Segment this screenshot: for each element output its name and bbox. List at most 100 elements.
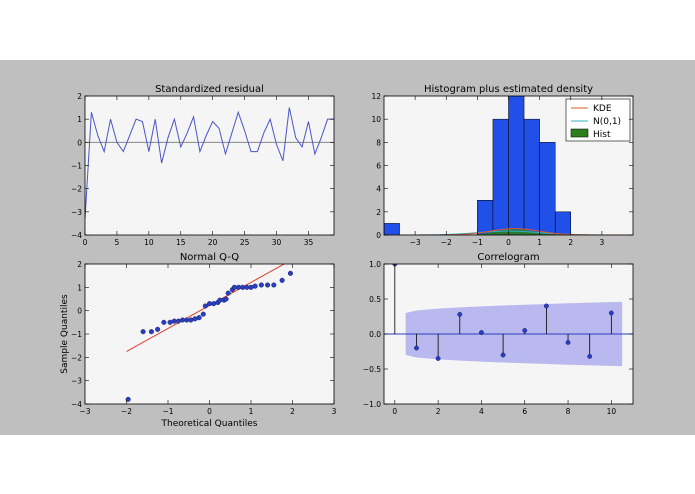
x-tick-label: 20 — [208, 238, 218, 247]
x-tick-label: 30 — [272, 238, 282, 247]
y-tick-label: 12 — [371, 92, 381, 101]
qq-point — [200, 311, 206, 317]
chart-panel-4: Correlogram 0 2 4 6 8 10 1.0 0.5 0.0 −0.5 −1.0 — [363, 252, 634, 416]
qq-point — [192, 316, 198, 322]
y-tick-label: 10 — [371, 115, 381, 124]
x-tick-label: 15 — [176, 238, 186, 247]
qq-point — [211, 301, 217, 307]
qq-point — [155, 326, 161, 332]
acf-marker — [608, 310, 614, 316]
acf-marker — [565, 339, 571, 345]
qq-point — [271, 282, 277, 288]
y-tick-label: −4 — [71, 400, 82, 409]
chart-panel-2: KDE N(0,1) Hist Histogram plus estimated de… — [371, 84, 634, 247]
y-tick-label: −3 — [71, 208, 82, 217]
x-tick-label: 10 — [144, 238, 154, 247]
x-tick-label: 3 — [332, 407, 337, 416]
qq-point — [196, 315, 202, 321]
qq-point — [279, 277, 285, 283]
legend-hist-label: Hist — [593, 130, 611, 140]
qq-point — [252, 283, 258, 289]
x-tick-label: −3 — [410, 238, 421, 247]
histogram-bar — [539, 142, 556, 235]
qq-point — [175, 318, 181, 324]
x-tick-label: 2 — [290, 407, 295, 416]
hist-density-fill — [468, 229, 562, 235]
chart-title: Histogram plus estimated density — [424, 84, 593, 95]
y-tick-label: 2 — [376, 208, 381, 217]
acf-marker — [457, 311, 463, 317]
x-tick-label: 10 — [607, 407, 617, 416]
qq-point — [265, 282, 271, 288]
y-tick-label: 6 — [376, 162, 381, 171]
qq-point — [161, 319, 167, 325]
qq-point — [148, 329, 154, 335]
histogram-bar — [508, 96, 525, 235]
y-tick-label: 8 — [376, 138, 381, 147]
y-tick-label: 2 — [77, 92, 82, 101]
acf-marker — [414, 345, 419, 351]
acf-marker — [543, 303, 549, 309]
qq-point — [258, 282, 264, 288]
qq-point — [167, 319, 173, 325]
x-tick-label: −2 — [441, 238, 452, 247]
chart-title: Standardized residual — [155, 84, 264, 95]
y-tick-label: 1.0 — [369, 260, 381, 269]
x-tick-label: −3 — [79, 407, 90, 416]
x-tick-label: 2 — [436, 407, 441, 416]
y-tick-label: −1 — [71, 330, 82, 339]
histogram-bar — [384, 223, 400, 235]
residual-series-line — [85, 107, 334, 219]
x-tick-label: 5 — [115, 238, 120, 247]
x-tick-label: −2 — [121, 407, 132, 416]
y-tick-label: −1.0 — [363, 400, 381, 409]
y-tick-label: 0 — [77, 138, 82, 147]
chart-title: Normal Q-Q — [180, 252, 239, 263]
y-tick-label: 0 — [376, 231, 381, 240]
x-tick-label: 6 — [522, 407, 527, 416]
x-tick-label: 35 — [304, 238, 314, 247]
histogram-bar — [492, 118, 509, 235]
y-tick-label: −1 — [71, 162, 82, 171]
qq-point — [248, 284, 254, 290]
x-tick-label: 4 — [479, 407, 484, 416]
y-tick-label: 0.0 — [369, 330, 381, 339]
chart-title: Correlogram — [477, 252, 539, 263]
x-tick-label: 1 — [249, 407, 254, 416]
legend-normal-label: N(0,1) — [593, 117, 621, 127]
x-tick-label: 1 — [537, 238, 542, 247]
x-tick-label: 0 — [83, 238, 88, 247]
x-tick-label: 0 — [207, 407, 212, 416]
chart-panel-3: Normal Q-Q−3 −2 −1 0 1 2 3210−1−2−3−4Theoretic… — [60, 252, 337, 429]
y-tick-label: 0.5 — [369, 295, 381, 304]
qq-point — [287, 270, 293, 276]
x-tick-label: −1 — [162, 407, 173, 416]
y-tick-label: 4 — [376, 185, 381, 194]
y-tick-label: 1 — [77, 283, 82, 292]
histogram-bar — [523, 118, 540, 235]
plot-marks — [85, 107, 334, 219]
qq-point — [223, 296, 229, 302]
y-tick-label: 1 — [77, 115, 82, 124]
y-tick-label: −2 — [71, 353, 82, 362]
figure: Standardized residual 0 5 10 15 20 25 30 35 2 1 0 −1… — [0, 60, 695, 435]
y-tick-label: −2 — [71, 185, 82, 194]
acf-marker — [478, 330, 484, 336]
x-tick-label: 25 — [240, 238, 250, 247]
x-tick-label: −1 — [472, 238, 483, 247]
acf-marker — [435, 356, 441, 361]
histogram-bar — [477, 200, 494, 235]
x-tick-label: 8 — [566, 407, 571, 416]
x-tick-label: 3 — [599, 238, 604, 247]
plot-marks — [384, 96, 633, 235]
legend-hist-swatch — [570, 128, 589, 138]
plot-area — [85, 264, 334, 404]
plot-marks — [384, 264, 633, 367]
qq-point — [202, 303, 208, 309]
acf-marker — [522, 328, 528, 333]
x-tick-label: 0 — [392, 407, 397, 416]
legend-kde-label: KDE — [593, 104, 612, 114]
acf-marker — [500, 352, 506, 358]
